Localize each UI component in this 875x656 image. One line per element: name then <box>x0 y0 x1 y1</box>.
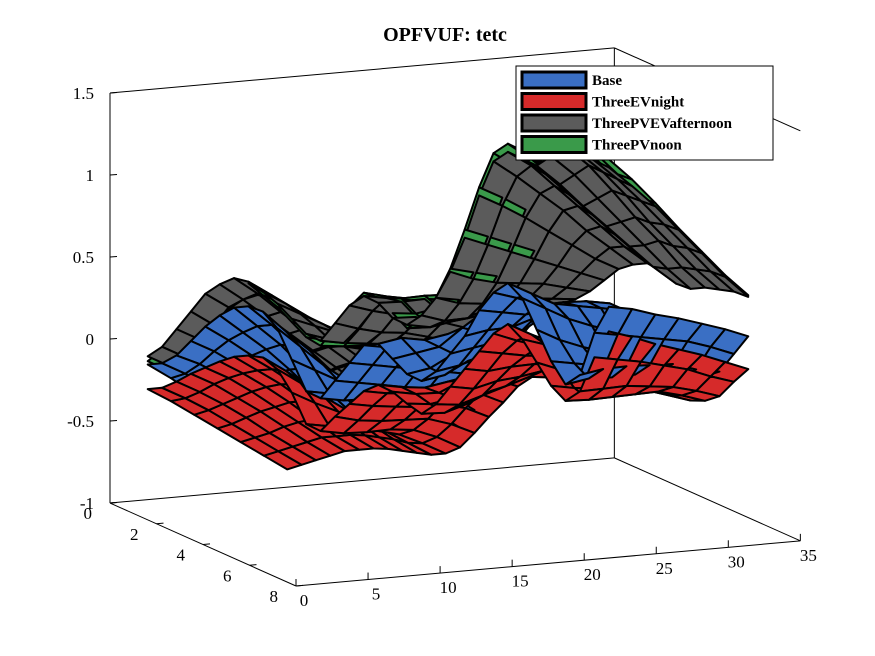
x-tick-label: 30 <box>728 552 745 571</box>
surface-patch <box>420 364 461 382</box>
legend: Base ThreeEVnight ThreePVEVafternoon ThreeP… <box>515 65 774 161</box>
x-tick-label: 5 <box>372 585 381 604</box>
z-tick-label: 0 <box>86 330 95 349</box>
z-tick-label: -1 <box>80 494 94 513</box>
y-tick-label: 4 <box>177 546 186 565</box>
surface-patch <box>564 368 605 386</box>
surface-patch <box>319 322 360 344</box>
surface-patch <box>420 403 461 415</box>
z-tick-mark <box>109 173 118 176</box>
axis-edge <box>295 540 801 587</box>
x-tick-label: 15 <box>512 572 529 591</box>
y-tick-label: 6 <box>223 566 232 585</box>
z-tick-label: 0.5 <box>73 248 94 267</box>
x-tick-label: 10 <box>440 578 457 597</box>
y-tick-label: 0 <box>84 504 93 523</box>
surface-patch <box>161 354 201 375</box>
legend-entry: Base <box>592 73 622 89</box>
surface-patch <box>319 415 360 435</box>
surface-patch <box>593 159 633 187</box>
y-tick-mark <box>156 522 164 525</box>
axis-edge <box>614 457 801 542</box>
axis-edge <box>109 457 615 504</box>
legend-swatch <box>520 92 588 111</box>
surface-patch <box>406 314 446 329</box>
z-tick-label: 1.5 <box>73 84 94 103</box>
axis-ticks: 0 5 10 15 20 25 30 35 0 2 4 6 8 1.5 1 0.5 0 -0.5 -1 <box>67 84 817 610</box>
legend-entry: ThreeEVnight <box>592 95 684 111</box>
z-tick-label: -0.5 <box>67 412 94 431</box>
surface-patch <box>161 380 201 400</box>
x-tick-label: 20 <box>584 565 601 584</box>
chart-title: OPFVUF: tetc <box>383 24 507 46</box>
legend-swatch <box>520 70 588 90</box>
legend-swatch <box>520 135 588 154</box>
x-tick-label: 35 <box>800 546 817 565</box>
z-tick-mark <box>109 255 118 258</box>
legend-entry: ThreePVnoon <box>592 138 682 154</box>
surfaces <box>146 137 750 471</box>
surface-patch <box>319 379 360 402</box>
z-tick-mark <box>109 91 118 94</box>
y-tick-mark <box>202 543 211 546</box>
y-tick-label: 2 <box>130 525 139 544</box>
axis-edge <box>109 47 615 94</box>
y-tick-label: 8 <box>270 587 279 606</box>
x-tick-label: 0 <box>300 591 309 610</box>
z-tick-label: 1 <box>86 166 95 185</box>
z-tick-mark <box>109 419 118 422</box>
legend-entry: ThreePVEVafternoon <box>592 116 733 132</box>
z-tick-mark <box>109 501 118 504</box>
legend-swatch <box>520 113 588 133</box>
y-tick-mark <box>249 564 257 566</box>
y-tick-mark <box>295 584 304 587</box>
z-tick-mark <box>109 337 118 340</box>
surface-patch <box>564 387 605 402</box>
x-tick-label: 25 <box>656 559 673 578</box>
